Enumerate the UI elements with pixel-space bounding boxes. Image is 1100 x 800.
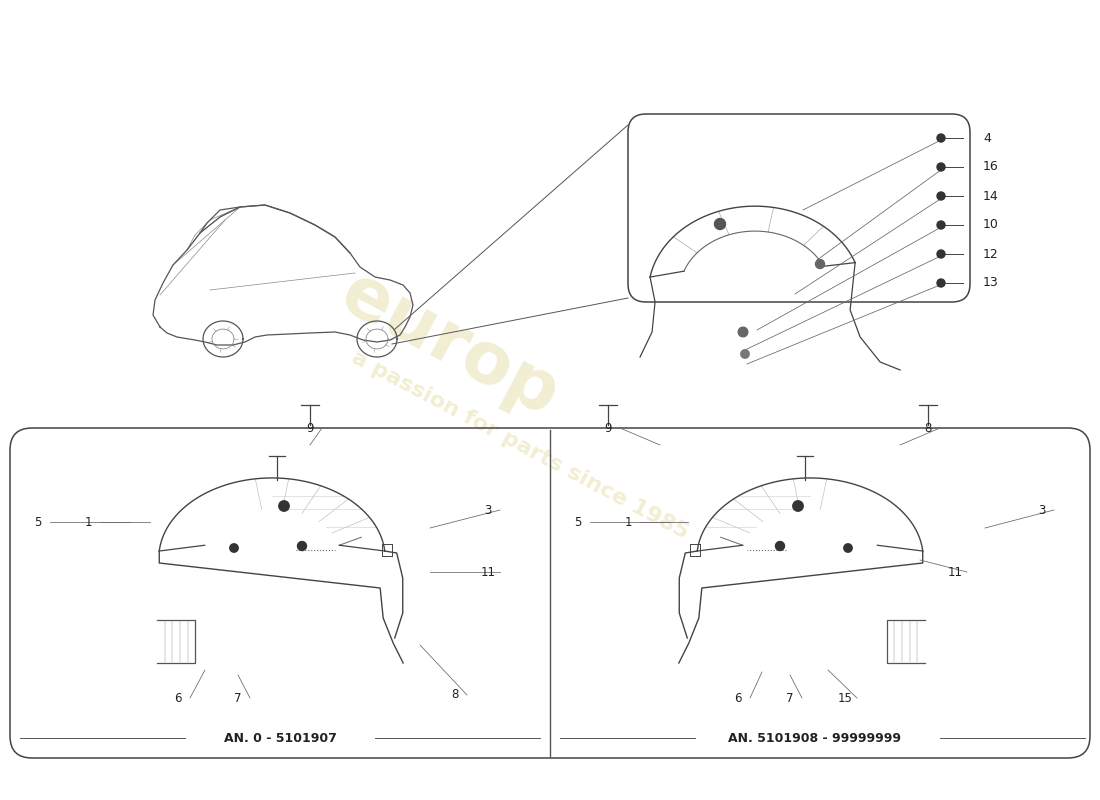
Text: 1: 1 [625,515,631,529]
Circle shape [937,134,945,142]
Text: 5: 5 [574,515,582,529]
Circle shape [937,192,945,200]
Text: 3: 3 [1038,503,1046,517]
Circle shape [937,250,945,258]
Text: 16: 16 [983,161,999,174]
Text: 8: 8 [924,422,932,434]
Text: 14: 14 [983,190,999,202]
Circle shape [715,218,726,230]
Circle shape [740,350,749,358]
Text: 3: 3 [484,503,492,517]
Circle shape [937,221,945,229]
Circle shape [230,544,239,552]
Text: 6: 6 [174,691,182,705]
Text: 13: 13 [983,277,999,290]
Text: 5: 5 [34,515,42,529]
Circle shape [937,279,945,287]
Circle shape [815,259,825,269]
Circle shape [297,542,307,550]
Circle shape [738,327,748,337]
Circle shape [776,542,784,550]
Text: a passion for parts since 1985: a passion for parts since 1985 [349,347,692,542]
Text: 1: 1 [85,515,91,529]
Text: 11: 11 [947,566,962,578]
Text: 9: 9 [306,422,313,434]
Text: 7: 7 [234,691,242,705]
Circle shape [937,163,945,171]
Circle shape [793,501,803,511]
Text: 6: 6 [735,691,741,705]
Text: 9: 9 [604,422,612,434]
Text: 15: 15 [837,691,852,705]
Text: 11: 11 [481,566,495,578]
Circle shape [844,544,852,552]
Text: 12: 12 [983,247,999,261]
Text: AN. 0 - 5101907: AN. 0 - 5101907 [223,731,337,745]
Circle shape [278,501,289,511]
Text: AN. 5101908 - 99999999: AN. 5101908 - 99999999 [728,731,902,745]
Text: 7: 7 [786,691,794,705]
Text: 10: 10 [983,218,999,231]
Text: europ: europ [329,258,571,431]
Text: 8: 8 [451,689,459,702]
Text: 4: 4 [983,131,991,145]
